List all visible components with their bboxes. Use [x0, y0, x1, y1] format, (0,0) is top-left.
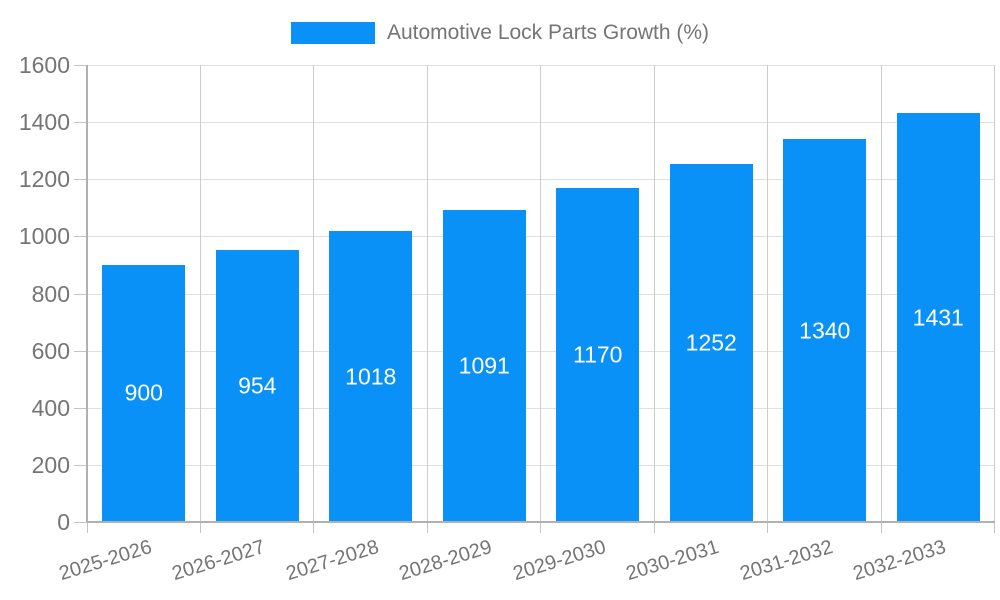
vertical-gridline [653, 65, 655, 522]
bar-value-label: 1018 [345, 363, 397, 390]
y-axis-tick [74, 236, 87, 238]
bar [783, 139, 867, 522]
bar-value-label: 1170 [573, 341, 623, 368]
horizontal-gridline [87, 293, 995, 295]
legend-label: Automotive Lock Parts Growth (%) [386, 21, 710, 44]
y-axis-tick-label: 600 [31, 337, 70, 364]
x-axis-tick [653, 523, 655, 533]
bar [669, 164, 753, 522]
horizontal-gridline [87, 350, 995, 352]
bar-value-label: 900 [124, 379, 163, 406]
vertical-gridline [994, 65, 995, 522]
y-axis-tick-label: 1600 [18, 52, 70, 78]
bar [556, 187, 640, 522]
legend-swatch-icon [290, 22, 375, 44]
horizontal-gridline [87, 65, 995, 66]
x-axis-tick [994, 523, 995, 533]
y-axis-tick [74, 522, 87, 523]
chart-legend: Automotive Lock Parts Growth (%) [0, 20, 1000, 46]
y-axis-tick-label: 1400 [18, 109, 70, 136]
vertical-gridline [880, 65, 882, 522]
y-axis-tick-label: 1200 [18, 166, 70, 193]
vertical-gridline [540, 65, 541, 522]
y-axis-tick [74, 179, 87, 181]
bar [215, 249, 299, 522]
horizontal-gridline [87, 464, 995, 466]
x-axis-tick [313, 523, 314, 533]
y-axis-tick-label: 0 [57, 509, 70, 535]
y-axis-tick [74, 350, 87, 352]
x-axis-tick [767, 523, 768, 533]
y-axis-tick-label: 400 [31, 394, 70, 421]
bar-value-label: 1091 [458, 352, 510, 379]
bar [896, 113, 980, 522]
vertical-gridline [767, 65, 768, 522]
bar [442, 210, 526, 522]
horizontal-gridline [87, 122, 995, 124]
x-axis-baseline [87, 521, 995, 523]
y-axis-tick-label: 1000 [18, 223, 70, 250]
bar [102, 264, 186, 522]
plot-area: 900 954 1018 1091 1170 1252 1340 1431 [86, 65, 995, 523]
y-axis-tick-label: 200 [31, 451, 70, 478]
bar-value-label: 1252 [685, 329, 737, 356]
x-axis-tick [199, 523, 201, 533]
horizontal-gridline [87, 179, 995, 181]
vertical-gridline [199, 65, 201, 522]
x-axis-tick [540, 523, 541, 533]
bar-value-label: 1431 [912, 304, 964, 331]
y-axis-tick [74, 407, 87, 409]
bar-value-label: 1340 [799, 317, 851, 344]
y-axis-tick [74, 122, 87, 124]
bar [329, 231, 413, 522]
horizontal-gridline [87, 236, 995, 238]
y-axis-line [86, 65, 88, 522]
x-axis-tick [87, 523, 88, 533]
vertical-gridline [426, 65, 428, 522]
x-axis-tick [880, 523, 882, 533]
y-axis-tick [74, 65, 87, 66]
x-axis-tick [426, 523, 428, 533]
y-axis-tick [74, 293, 87, 295]
bar-value-label: 954 [238, 372, 277, 399]
y-axis-tick [74, 464, 87, 466]
vertical-gridline [313, 65, 314, 522]
horizontal-gridline [87, 407, 995, 409]
y-axis-tick-label: 800 [31, 280, 70, 307]
